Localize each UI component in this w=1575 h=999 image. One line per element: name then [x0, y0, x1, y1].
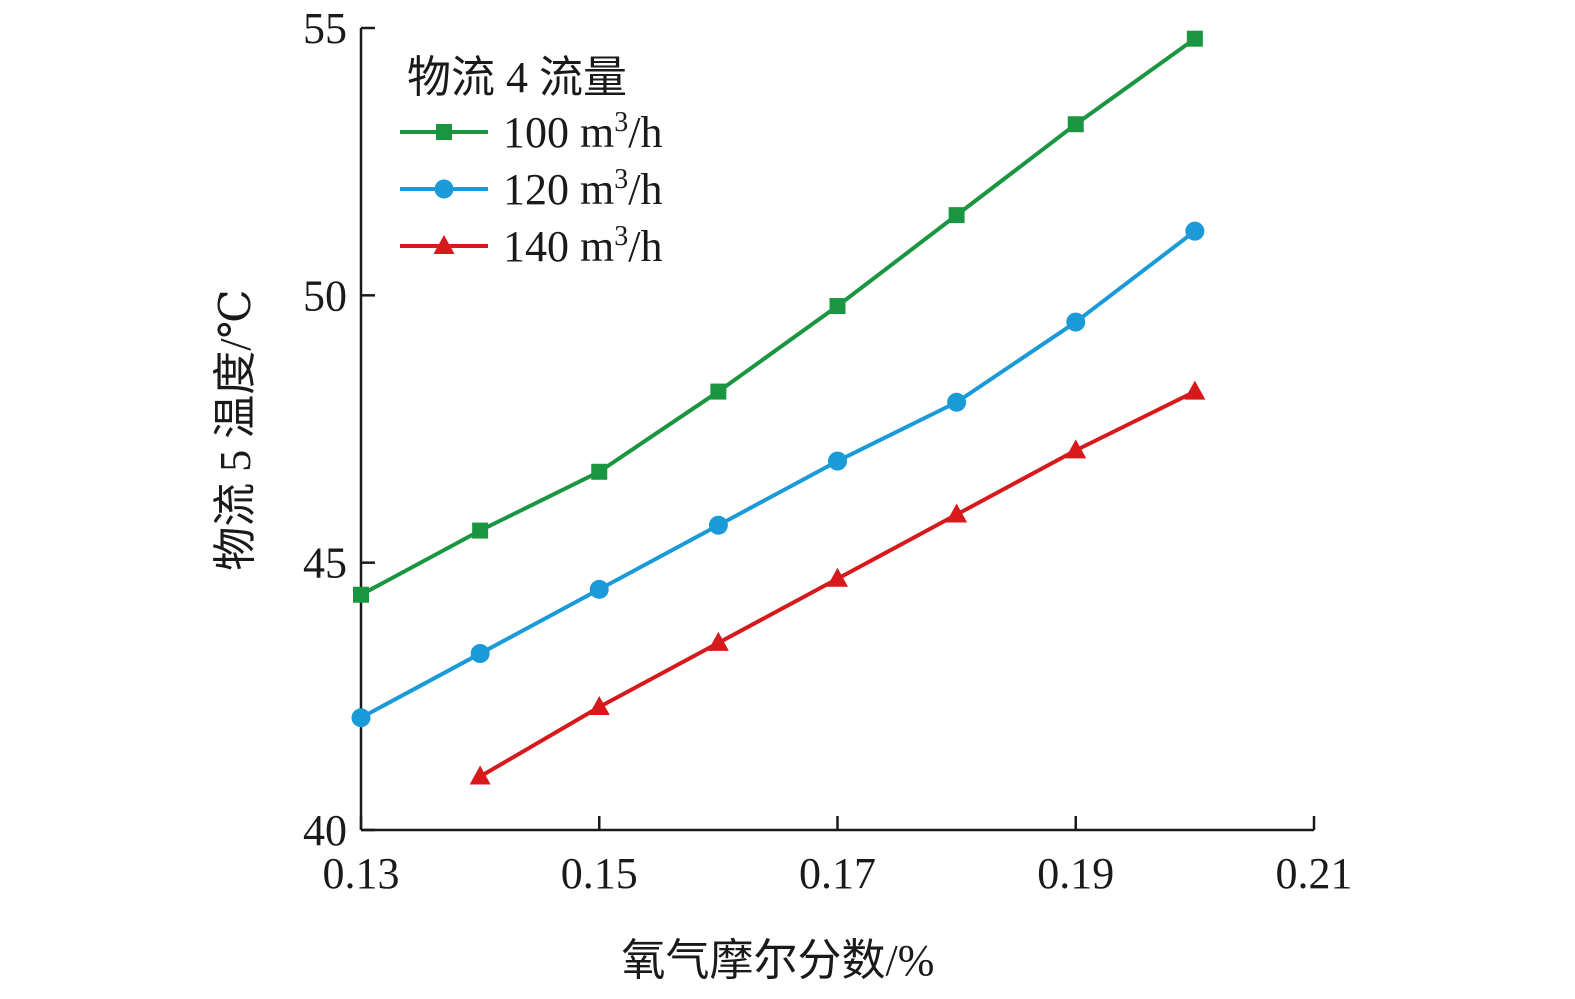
- legend-swatch-marker: [436, 124, 452, 140]
- y-axis-title: 物流 5 温度/℃: [211, 289, 260, 570]
- legend-label-superscript: 3: [614, 221, 628, 252]
- y-tick-label: 45: [303, 539, 347, 588]
- y-tick-label: 40: [303, 806, 347, 855]
- legend-item-2: 140 m3/h: [400, 221, 662, 271]
- series-line: [360, 37, 1197, 597]
- data-point: [1066, 312, 1086, 332]
- x-tick-label: 0.21: [1276, 849, 1353, 898]
- data-point: [828, 451, 847, 471]
- data-point: [469, 765, 491, 785]
- data-point: [948, 207, 965, 224]
- data-point: [1185, 221, 1205, 241]
- legend-label-unit: /h: [628, 108, 662, 157]
- data-point: [946, 503, 968, 523]
- axes: 0.13 0.15 0.17 0.19 0.21 40 45 50 55: [303, 4, 1353, 898]
- data-point: [707, 631, 729, 651]
- data-point: [1186, 30, 1203, 47]
- legend-label-text: 120 m: [503, 165, 614, 214]
- data-point: [591, 463, 608, 480]
- data-point: [588, 696, 610, 716]
- series-line: [360, 229, 1197, 720]
- data-point: [708, 515, 728, 535]
- legend-label-superscript: 3: [614, 164, 628, 195]
- data-point: [710, 383, 727, 400]
- legend-label: 100 m3/h: [503, 107, 662, 157]
- data-point: [589, 579, 609, 599]
- legend-label: 140 m3/h: [503, 221, 662, 271]
- data-point: [1065, 439, 1087, 459]
- x-tick-label: 0.15: [561, 849, 638, 898]
- legend-label: 120 m3/h: [503, 164, 662, 214]
- y-tick-label: 50: [303, 271, 347, 320]
- data-point: [472, 522, 489, 539]
- series-1: [351, 221, 1205, 728]
- y-tick-label: 55: [303, 4, 347, 53]
- legend-label-unit: /h: [628, 165, 662, 214]
- legend-item-1: 120 m3/h: [400, 164, 662, 214]
- legend-label-unit: /h: [628, 222, 662, 271]
- legend-swatch-marker: [433, 235, 455, 254]
- data-point: [351, 708, 371, 728]
- data-point: [353, 586, 369, 603]
- legend-swatch-marker: [434, 179, 454, 199]
- data-point: [947, 392, 967, 412]
- legend-label-text: 100 m: [503, 108, 614, 157]
- series-layer: [351, 30, 1206, 785]
- x-axis-title: 氧气摩尔分数/%: [622, 936, 935, 985]
- series-0: [353, 30, 1203, 603]
- x-tick-label: 0.17: [799, 849, 876, 898]
- x-tick-label: 0.19: [1037, 849, 1114, 898]
- data-point: [470, 644, 490, 664]
- series-2: [469, 380, 1206, 785]
- data-point: [1184, 380, 1206, 400]
- data-point: [827, 567, 848, 587]
- legend-label-text: 140 m: [503, 222, 614, 271]
- data-point: [829, 298, 846, 315]
- legend-item-0: 100 m3/h: [400, 107, 662, 157]
- x-tick-label: 0.13: [323, 849, 400, 898]
- legend-title: 物流 4 流量: [407, 53, 627, 102]
- data-point: [1067, 116, 1084, 133]
- legend-label-superscript: 3: [614, 107, 628, 138]
